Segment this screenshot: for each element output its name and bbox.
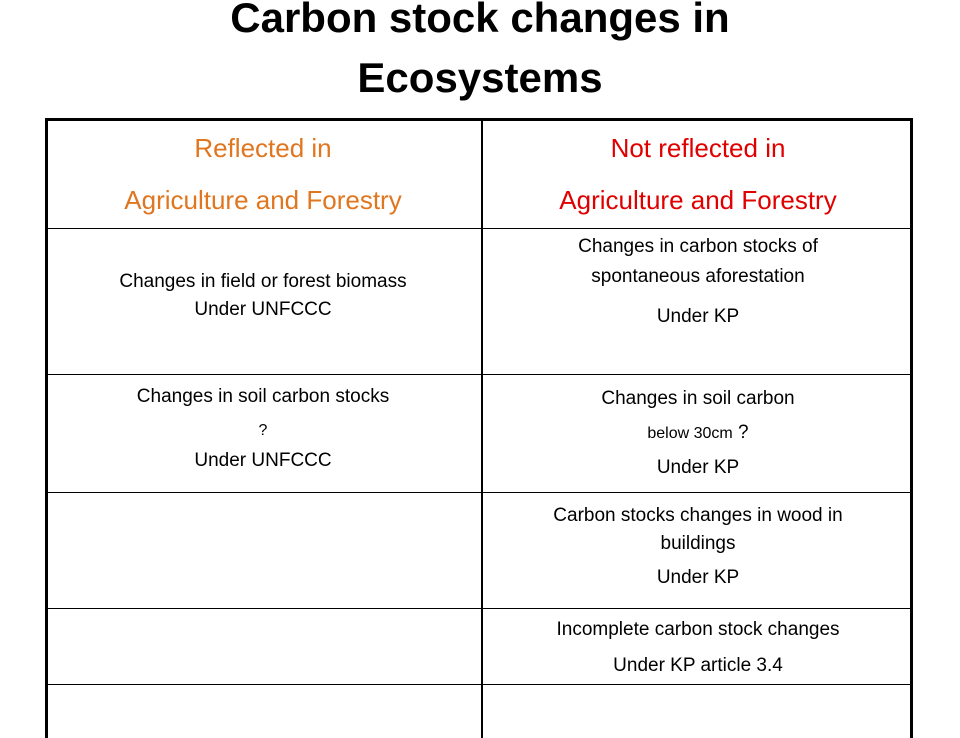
comparison-table: Reflected in Agriculture and Forestry No… <box>45 118 913 738</box>
row-divider <box>45 228 913 229</box>
row-divider <box>45 492 913 493</box>
header-reflected-line2: Agriculture and Forestry <box>124 185 402 215</box>
row3-right-cell: Carbon stocks changes in wood in buildin… <box>483 502 913 592</box>
row2-right-line2a: below 30cm <box>647 425 733 442</box>
row1-right-line2: spontaneous aforestation <box>591 266 805 287</box>
row-divider <box>45 684 913 685</box>
title-line-2: Ecosystems <box>357 54 603 101</box>
row2-right-line2b: ? <box>732 422 749 443</box>
header-not-reflected-line2: Agriculture and Forestry <box>559 185 837 215</box>
row4-right-line2: Under KP article 3.4 <box>613 655 783 676</box>
row1-right-line3: Under KP <box>656 306 740 327</box>
table-border <box>45 118 913 738</box>
header-not-reflected-line1: Not reflected in <box>610 133 786 163</box>
column-divider <box>481 118 483 738</box>
row-divider <box>45 608 913 609</box>
row2-left-cell: Changes in soil carbon stocks ? Under UN… <box>45 382 481 476</box>
title-line-1: Carbon stock changes in <box>230 0 730 41</box>
row3-right-line2: buildings <box>660 533 736 554</box>
row2-right-line2: below 30cm ? <box>647 416 748 451</box>
row2-right-line3: Under KP <box>656 457 740 478</box>
row1-right-line1: Changes in carbon stocks of <box>578 236 818 257</box>
row2-right-line1: Changes in soil carbon <box>601 388 795 409</box>
row2-left-line1: Changes in soil carbon stocks <box>136 386 390 407</box>
row1-left-cell: Changes in field or forest biomass Under… <box>45 268 481 324</box>
row2-left-line3: Under UNFCCC <box>194 450 332 471</box>
slide-title: Carbon stock changes in Ecosystems <box>0 0 960 108</box>
row2-right-cell: Changes in soil carbon below 30cm ? Unde… <box>483 382 913 485</box>
row3-right-line3: Under KP <box>656 567 740 588</box>
row1-right-cell: Changes in carbon stocks of spontaneous … <box>483 232 913 332</box>
row4-right-cell: Incomplete carbon stock changes Under KP… <box>483 614 913 682</box>
row1-left-line1: Changes in field or forest biomass <box>119 271 407 292</box>
header-not-reflected: Not reflected in Agriculture and Forestr… <box>483 122 913 226</box>
row1-left-line2: Under UNFCCC <box>194 299 332 320</box>
row4-right-line1: Incomplete carbon stock changes <box>556 619 840 640</box>
row2-left-line2: ? <box>258 422 268 439</box>
header-reflected: Reflected in Agriculture and Forestry <box>45 122 481 226</box>
header-reflected-line1: Reflected in <box>194 133 332 163</box>
row-divider <box>45 374 913 375</box>
row3-right-line1: Carbon stocks changes in wood in <box>553 505 843 526</box>
